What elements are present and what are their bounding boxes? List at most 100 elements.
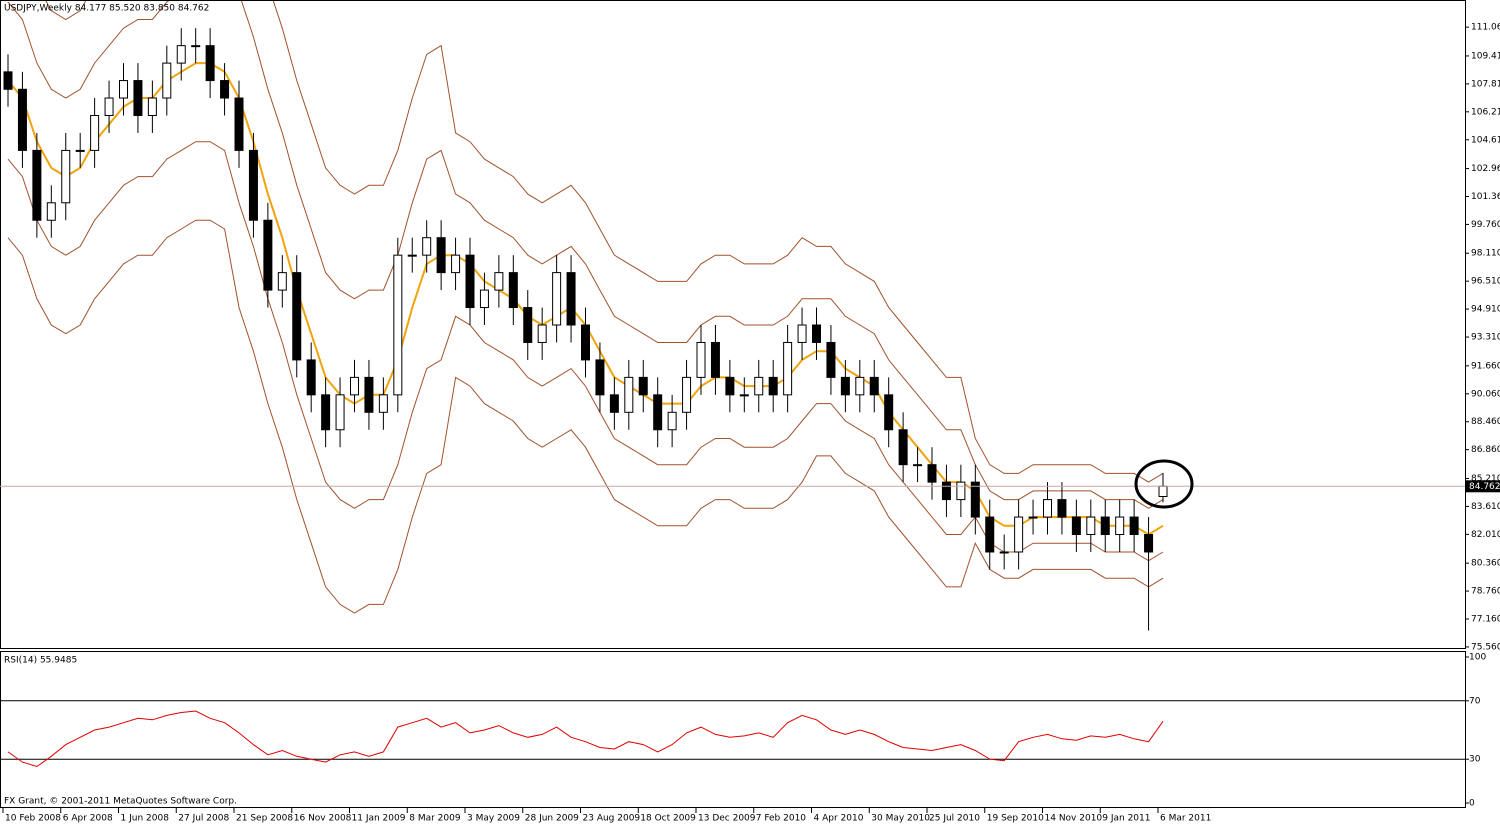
candle-body <box>162 62 172 99</box>
candle-body <box>956 481 966 501</box>
x-tick-label: 9 Jan 2011 <box>1102 814 1150 824</box>
candle-body <box>696 341 706 378</box>
candle-body <box>248 149 258 221</box>
y-tick-label: 104.610 <box>1471 135 1500 145</box>
footer: FX Grant, © 2001-2011 MetaQuotes Softwar… <box>4 797 237 807</box>
x-tick-label: 6 Mar 2011 <box>1160 814 1211 824</box>
candle-body <box>884 394 894 431</box>
y-tick-label: 94.910 <box>1471 305 1500 315</box>
y-tick-label: 106.210 <box>1471 107 1500 117</box>
y-tick-label: 98.110 <box>1471 249 1500 259</box>
candle-body <box>191 45 201 48</box>
candle-body <box>1086 516 1096 536</box>
x-tick-label: 30 May 2010 <box>871 814 930 824</box>
candle-body <box>1100 516 1110 536</box>
candle-body <box>682 376 692 413</box>
candle-body <box>306 359 316 396</box>
candle-body <box>104 97 114 116</box>
band-line <box>45 1 1164 483</box>
y-tick-label: 90.060 <box>1471 389 1500 399</box>
candle-body <box>508 272 518 309</box>
rsi-panel <box>0 651 1466 808</box>
candle-body <box>277 272 287 291</box>
candle-body <box>941 481 951 501</box>
candle-body <box>119 80 128 99</box>
candle-body <box>783 341 793 396</box>
x-tick-label: 6 Apr 2008 <box>63 814 113 824</box>
candle-body <box>61 149 71 204</box>
candle-body <box>1028 516 1038 519</box>
candle-body <box>465 254 475 309</box>
candle-body <box>609 394 619 413</box>
candle-body <box>537 324 547 343</box>
candle-body <box>75 149 85 152</box>
y-tick-label: 85.210 <box>1471 474 1500 484</box>
y-tick-label: 0 <box>1469 799 1475 809</box>
rsi-plot <box>0 700 1465 768</box>
candle-body <box>812 324 821 343</box>
candle-body <box>436 237 446 274</box>
chart-title: USDJPY,Weekly 84.177 85.520 83.850 84.76… <box>4 4 209 14</box>
y-tick-label: 30 <box>1469 755 1481 765</box>
x-tick-label: 18 Oct 2009 <box>640 814 696 824</box>
candle-body <box>826 341 836 378</box>
candle-body <box>913 464 923 467</box>
candle-body <box>725 376 735 396</box>
y-tick-label: 75.560 <box>1471 642 1500 652</box>
candle-body <box>364 376 374 413</box>
x-tick-label: 25 Jul 2010 <box>929 814 980 824</box>
current-price-label: 84.762 <box>1469 482 1500 492</box>
y-tick-label: 111.060 <box>1471 23 1500 33</box>
x-tick-label: 14 Nov 2010 <box>1045 814 1103 824</box>
x-tick-label: 11 Jan 2009 <box>352 814 406 824</box>
x-tick-label: 21 Sep 2008 <box>236 814 293 824</box>
candle-body <box>710 341 720 378</box>
rsi-title: RSI(14) 55.9485 <box>4 656 77 666</box>
candle-body <box>407 254 417 257</box>
candle-body <box>581 324 590 361</box>
y-tick-label: 83.610 <box>1471 502 1500 512</box>
candle-body <box>739 394 749 397</box>
candle-body <box>90 114 100 151</box>
y-tick-label: 91.660 <box>1471 361 1500 371</box>
candle-body <box>220 80 230 99</box>
rsi-line <box>7 710 1164 768</box>
candle-body <box>46 202 56 221</box>
axes: 111.060 109.410 107.810 106.210 104.610 102.9… <box>2 23 1500 824</box>
band-line <box>7 141 1164 562</box>
candle-body <box>1129 516 1139 536</box>
candle-body <box>869 376 879 396</box>
highlight-circle <box>1134 459 1194 509</box>
candle-body <box>566 272 576 326</box>
candle-body <box>393 254 403 396</box>
candle-body <box>479 289 489 309</box>
candle-body <box>898 429 908 466</box>
y-tick-label: 93.310 <box>1471 333 1500 343</box>
candle-body <box>422 237 432 256</box>
y-tick-label: 78.760 <box>1471 587 1500 597</box>
band-line <box>7 219 1164 614</box>
x-tick-label: 13 Dec 2009 <box>698 814 756 824</box>
candle-body <box>552 272 562 326</box>
x-tick-label: 10 Feb 2008 <box>5 814 61 824</box>
candle-body <box>985 516 995 553</box>
candle-body <box>624 376 634 413</box>
y-tick-label: 99.760 <box>1471 220 1500 230</box>
candle-body <box>3 71 13 90</box>
candle-body <box>797 324 807 343</box>
y-tick-label: 100 <box>1469 652 1486 662</box>
y-tick-label: 82.010 <box>1471 530 1500 540</box>
candle-body <box>927 464 937 483</box>
y-tick-label: 96.510 <box>1471 277 1500 287</box>
candle-body <box>17 88 27 151</box>
y-tick-label: 86.860 <box>1471 445 1500 455</box>
candle-body <box>32 149 42 221</box>
candle-body <box>768 376 778 396</box>
y-tick-label: 102.960 <box>1471 164 1500 174</box>
candle-body <box>263 219 273 291</box>
current-price-box <box>1466 480 1500 493</box>
candle-body <box>321 394 331 431</box>
candle-body <box>653 394 663 431</box>
candle-body <box>147 97 157 116</box>
candle-body <box>133 80 143 116</box>
